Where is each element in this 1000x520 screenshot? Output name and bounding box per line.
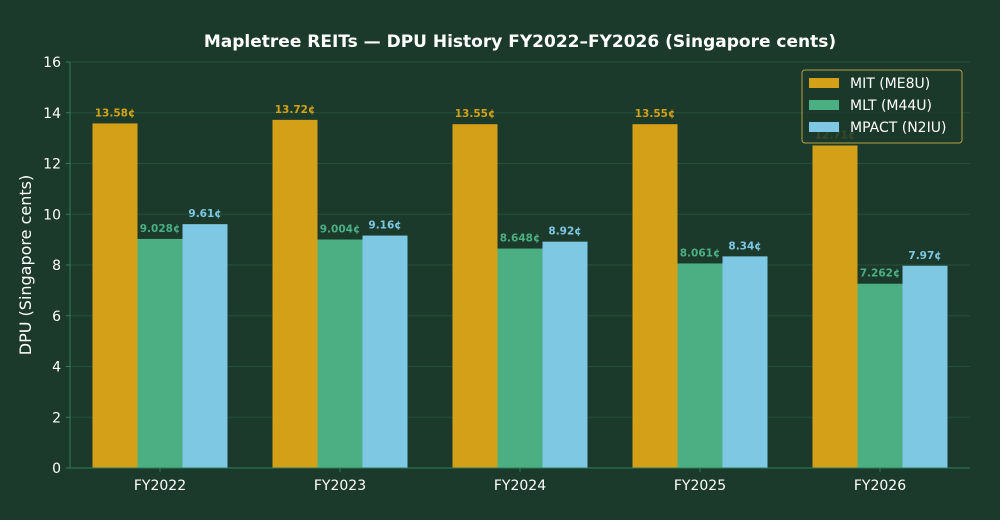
- y-axis-label: DPU (Singapore cents): [16, 175, 35, 355]
- data-label: 13.72¢: [275, 104, 316, 116]
- data-label: 9.004¢: [320, 224, 361, 236]
- data-label: 7.262¢: [860, 268, 901, 280]
- legend-swatch: [809, 78, 839, 88]
- x-tick-label: FY2022: [134, 478, 186, 494]
- bar: [497, 248, 543, 468]
- bars: 13.58¢ 9.028¢ 9.61¢ 13.72¢ 9.004¢ 9.16¢ 13.55¢…: [92, 104, 948, 468]
- legend-swatch: [809, 100, 839, 110]
- y-tick-label: 10: [43, 207, 61, 223]
- bar: [317, 239, 363, 468]
- bar: [902, 265, 948, 468]
- bar: [677, 263, 723, 468]
- bar: [272, 119, 318, 468]
- bar: [542, 241, 588, 468]
- bar: [362, 235, 408, 468]
- y-tick-label: 6: [52, 309, 61, 325]
- data-label: 9.16¢: [368, 220, 401, 232]
- data-label: 8.061¢: [680, 247, 721, 259]
- x-tick-label: FY2023: [314, 478, 366, 494]
- bar: [812, 145, 858, 468]
- bar: [92, 123, 138, 468]
- legend-label: MPACT (N2IU): [850, 120, 946, 136]
- data-label: 13.55¢: [635, 108, 676, 120]
- x-tick-label: FY2024: [494, 478, 546, 494]
- y-tick-label: 4: [52, 360, 61, 376]
- data-label: 13.55¢: [455, 108, 496, 120]
- data-label: 7.97¢: [908, 250, 941, 262]
- y-tick-label: 2: [52, 410, 61, 426]
- y-tick-label: 16: [43, 55, 61, 71]
- y-tick-label: 0: [52, 461, 61, 477]
- bar: [137, 238, 183, 468]
- bar: [632, 124, 678, 468]
- data-label: 8.34¢: [728, 240, 761, 252]
- data-label: 8.648¢: [500, 233, 541, 245]
- bar: [182, 224, 228, 468]
- legend: MIT (ME8U) MLT (M44U) MPACT (N2IU): [801, 69, 963, 144]
- y-tick-label: 14: [43, 106, 61, 122]
- legend-label: MIT (ME8U): [850, 76, 930, 92]
- data-label: 9.028¢: [140, 223, 181, 235]
- legend-box: [801, 69, 963, 144]
- data-label: 13.58¢: [95, 107, 136, 119]
- x-axis-ticks: FY2022 FY2023 FY2024 FY2025 FY2026: [134, 468, 906, 494]
- legend-label: MLT (M44U): [850, 98, 932, 114]
- bar: [722, 256, 768, 468]
- y-tick-label: 8: [52, 258, 61, 274]
- data-label: 9.61¢: [188, 208, 221, 220]
- legend-swatch: [809, 122, 839, 132]
- data-label: 8.92¢: [548, 226, 581, 238]
- y-axis-ticks: 0 2 4 6 8 10 12 14 16: [43, 55, 70, 477]
- bar: [857, 283, 903, 468]
- y-tick-label: 12: [43, 157, 61, 173]
- x-tick-label: FY2025: [674, 478, 726, 494]
- bar: [452, 124, 498, 468]
- chart-title: Mapletree REITs — DPU History FY2022–FY2…: [204, 32, 836, 52]
- axes: [69, 62, 970, 469]
- x-tick-label: FY2026: [854, 478, 906, 494]
